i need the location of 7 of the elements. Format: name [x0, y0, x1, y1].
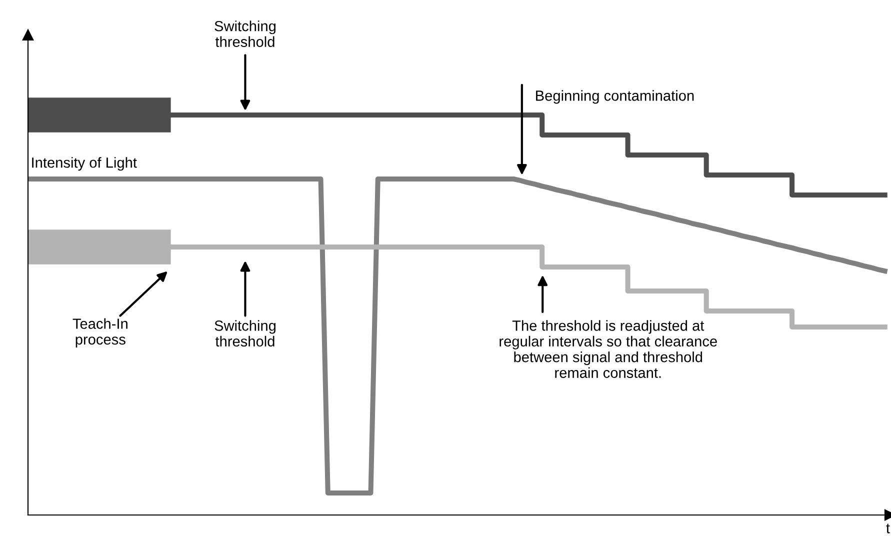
text: Beginning contamination	[536, 90, 694, 104]
text: Switching threshold	[214, 20, 276, 47]
annotation: The threshold is readjusted at regular intervals so that clearance between signal and threshold remain constant.	[500, 320, 717, 378]
series-label: Intensity of Light	[32, 157, 137, 171]
annotation: Switching threshold	[214, 320, 276, 347]
x-axis-title: t	[886, 524, 890, 534]
annotation: Teach-In process	[72, 318, 128, 348]
